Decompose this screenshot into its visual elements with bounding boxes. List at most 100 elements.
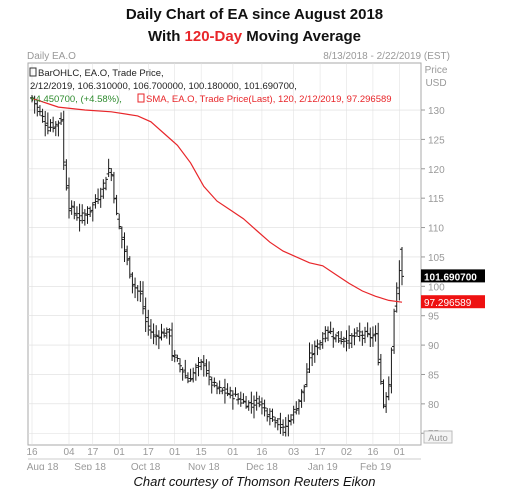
ohlc-bar bbox=[156, 330, 161, 350]
ohlc-bar bbox=[143, 297, 148, 332]
ohlc-bar bbox=[252, 395, 256, 419]
ohlc-bar bbox=[56, 120, 61, 137]
x-day-label: 16 bbox=[256, 447, 268, 458]
ohlc-bar bbox=[365, 322, 370, 338]
y-tick-label: 100 bbox=[428, 282, 445, 293]
ohlc-bar bbox=[51, 116, 56, 133]
ohlc-bar bbox=[204, 359, 209, 377]
x-month-label: Dec 18 bbox=[246, 462, 278, 470]
ohlc-bar bbox=[141, 281, 145, 315]
chart-caption: Chart courtesy of Thomson Reuters Eikon bbox=[133, 474, 376, 489]
ohlc-bar bbox=[48, 119, 53, 132]
chart-title-line-1: Daily Chart of EA since August 2018 bbox=[125, 6, 384, 23]
ohlc-bar bbox=[273, 416, 278, 428]
ohlc-bar bbox=[339, 331, 344, 345]
ohlc-bar bbox=[45, 112, 50, 135]
y-tick-label: 105 bbox=[428, 253, 445, 264]
ohlc-bar bbox=[281, 419, 286, 436]
legend-bar-change: +4.450700, (+4.58%), bbox=[30, 94, 122, 105]
ohlc-bar bbox=[53, 121, 58, 137]
ohlc-bar bbox=[146, 309, 151, 336]
ohlc-bar bbox=[286, 414, 291, 437]
ohlc-bar bbox=[106, 158, 111, 178]
x-month-label: Aug 18 bbox=[27, 462, 59, 470]
legend: BarOHLC, EA.O, Trade Price, 2/12/2019, 1… bbox=[29, 67, 392, 105]
ohlc-bar bbox=[196, 357, 201, 377]
ohlc-bar bbox=[85, 206, 90, 224]
ohlc-bar bbox=[217, 380, 222, 395]
ohlc-bar bbox=[254, 391, 259, 411]
ohlc-bar bbox=[74, 206, 79, 221]
ohlc-bar bbox=[238, 391, 243, 407]
ohlc-bar bbox=[323, 326, 328, 343]
chart-header-range: 8/13/2018 - 2/22/2019 (EST) bbox=[323, 51, 450, 62]
ohlc-bars bbox=[30, 94, 404, 437]
ohlc-bar bbox=[370, 326, 375, 347]
ohlc-bar bbox=[209, 376, 214, 394]
ohlc-bar bbox=[360, 330, 365, 346]
price-chart[interactable]: Daily EA.O 8/13/2018 - 2/22/2019 (EST) P… bbox=[0, 0, 509, 470]
ohlc-bar bbox=[270, 408, 275, 422]
ohlc-bar bbox=[93, 194, 98, 209]
ohlc-bar bbox=[389, 347, 394, 394]
x-axis: 16 04 17 01 17 01 15 01 16 03 17 02 16 01 Aug 18 Sep 18… bbox=[26, 447, 421, 470]
y-tick-label: 120 bbox=[428, 165, 445, 176]
ohlc-bar bbox=[397, 260, 402, 301]
ohlc-bar bbox=[400, 246, 404, 286]
ohlc-bar bbox=[125, 245, 130, 266]
title-highlight: 120-Day bbox=[184, 28, 243, 45]
y-axis-currency: USD bbox=[425, 78, 446, 89]
ohlc-bar bbox=[111, 171, 116, 204]
ohlc-bar bbox=[378, 353, 383, 385]
ohlc-bar bbox=[291, 405, 296, 424]
ohlc-bar bbox=[341, 336, 346, 348]
x-day-label: 16 bbox=[26, 447, 38, 458]
ohlc-bar bbox=[178, 358, 182, 373]
ohlc-bar bbox=[40, 108, 45, 123]
ohlc-bar bbox=[159, 323, 164, 341]
ohlc-bar bbox=[215, 382, 219, 395]
sma-120-line bbox=[31, 97, 403, 303]
ohlc-bar bbox=[164, 327, 169, 339]
legend-bar-line2: 2/12/2019, 106.310000, 106.700000, 100.1… bbox=[30, 81, 297, 92]
ohlc-bar bbox=[289, 414, 293, 426]
legend-sma-swatch bbox=[137, 93, 145, 103]
ohlc-bar bbox=[249, 391, 254, 414]
ohlc-bar bbox=[307, 342, 312, 373]
ohlc-bar bbox=[180, 367, 185, 381]
ohlc-bar bbox=[259, 397, 264, 415]
legend-sma-line: SMA, EA.O, Trade Price(Last), 120, 2/12/… bbox=[146, 94, 392, 105]
ohlc-bar bbox=[344, 330, 349, 352]
x-month-label: Feb 19 bbox=[360, 462, 392, 470]
ohlc-bar bbox=[82, 209, 87, 226]
ohlc-bar bbox=[244, 395, 249, 409]
ohlc-bar bbox=[183, 359, 188, 379]
ohlc-bar bbox=[312, 340, 317, 363]
ohlc-bar bbox=[336, 331, 341, 343]
x-day-label: 15 bbox=[196, 447, 208, 458]
ohlc-bar bbox=[188, 368, 193, 382]
ohlc-bar bbox=[320, 332, 325, 349]
x-month-label: Sep 18 bbox=[74, 462, 106, 470]
auto-scale-button[interactable] bbox=[423, 430, 453, 444]
ohlc-bar bbox=[117, 213, 122, 230]
ohlc-bar bbox=[88, 206, 93, 217]
y-tick-label: 95 bbox=[428, 312, 440, 323]
ohlc-bar bbox=[138, 280, 143, 302]
ohlc-bar bbox=[331, 327, 336, 348]
legend-bar-swatch bbox=[29, 67, 37, 77]
ohlc-bar bbox=[122, 232, 127, 262]
x-day-label: 17 bbox=[315, 447, 327, 458]
y-tick-label: 130 bbox=[428, 106, 445, 117]
ohlc-bar bbox=[392, 308, 397, 354]
ohlc-bar bbox=[304, 363, 309, 388]
ohlc-bar bbox=[77, 203, 82, 232]
x-day-label: 04 bbox=[63, 447, 75, 458]
y-tick-label: 110 bbox=[428, 224, 444, 235]
ohlc-bar bbox=[80, 204, 85, 224]
ohlc-bar bbox=[296, 399, 301, 415]
y-tick-label: 115 bbox=[428, 194, 444, 205]
ohlc-bar bbox=[170, 322, 175, 361]
ohlc-bar bbox=[262, 399, 267, 417]
x-day-label: 03 bbox=[288, 447, 300, 458]
